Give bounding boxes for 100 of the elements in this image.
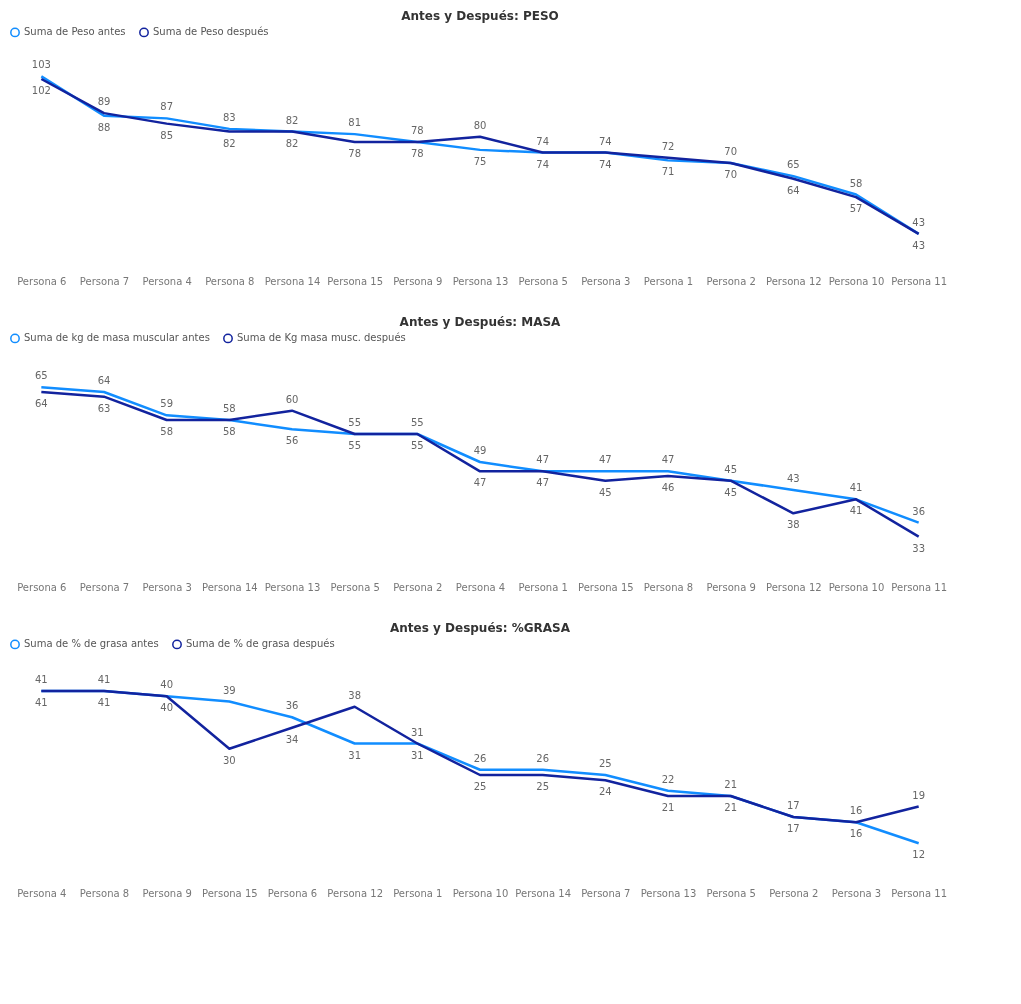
x-tick-label: Persona 11 <box>891 581 947 593</box>
x-tick-label: Persona 10 <box>828 275 885 287</box>
x-tick-label: Persona 12 <box>766 581 822 593</box>
x-tick-label: Persona 4 <box>17 887 67 899</box>
data-label: 30 <box>222 754 236 766</box>
x-tick-label: Persona 6 <box>17 581 67 593</box>
data-label: 64 <box>34 398 48 409</box>
x-tick-label: Persona 8 <box>643 581 694 593</box>
data-label: 40 <box>160 702 174 714</box>
data-label: 58 <box>849 177 863 189</box>
data-label: 25 <box>536 781 550 792</box>
x-tick-label: Persona 8 <box>79 887 130 899</box>
data-label: 36 <box>285 700 299 712</box>
x-tick-label: Persona 3 <box>142 581 192 593</box>
data-label: 60 <box>285 393 299 405</box>
legend-label: Suma de Kg masa musc. después <box>237 332 406 344</box>
data-label: 38 <box>786 519 800 531</box>
data-label: 41 <box>849 482 863 494</box>
x-tick-label: Persona 10 <box>828 581 885 593</box>
data-label: 24 <box>598 786 612 798</box>
x-tick-label: Persona 6 <box>17 275 67 287</box>
x-tick-label: Persona 12 <box>327 887 383 899</box>
x-tick-label: Persona 2 <box>769 887 819 899</box>
data-label: 41 <box>97 697 111 708</box>
x-tick-label: Persona 14 <box>202 581 258 593</box>
x-tick-label: Persona 1 <box>393 887 443 899</box>
x-tick-label: Persona 11 <box>891 887 947 899</box>
data-label: 55 <box>410 417 424 428</box>
data-label: 46 <box>661 482 675 493</box>
data-label: 64 <box>786 184 800 196</box>
data-label: 21 <box>661 802 675 813</box>
data-label: 36 <box>912 505 926 517</box>
legend-label: Suma de % de grasa después <box>186 638 335 650</box>
data-label: 58 <box>222 426 236 437</box>
data-label: 89 <box>97 96 111 108</box>
data-label: 78 <box>410 148 424 159</box>
data-label: 59 <box>160 398 174 410</box>
data-label: 87 <box>160 101 174 113</box>
data-label: 19 <box>912 789 926 801</box>
data-label: 88 <box>97 121 111 133</box>
legend-label: Suma de Peso antes <box>24 26 126 38</box>
x-tick-label: Persona 1 <box>518 581 568 593</box>
x-tick-label: Persona 15 <box>578 581 634 593</box>
data-label: 74 <box>598 135 612 147</box>
x-tick-label: Persona 1 <box>643 275 694 287</box>
data-label: 21 <box>724 779 738 790</box>
data-label: 26 <box>473 752 487 764</box>
data-label: 40 <box>160 679 174 691</box>
data-label: 81 <box>348 117 362 129</box>
data-label: 85 <box>160 129 174 141</box>
data-label: 47 <box>598 454 612 466</box>
x-tick-label: Persona 13 <box>640 887 697 899</box>
x-tick-label: Persona 13 <box>452 275 509 287</box>
data-label: 80 <box>473 119 487 131</box>
data-label: 21 <box>724 802 738 813</box>
data-label: 12 <box>912 849 926 861</box>
data-label: 82 <box>222 137 236 149</box>
x-tick-label: Persona 3 <box>831 887 882 899</box>
data-label: 57 <box>849 203 863 215</box>
x-tick-label: Persona 13 <box>264 581 321 593</box>
data-label: 83 <box>222 111 236 123</box>
data-label: 45 <box>724 486 738 498</box>
data-label: 74 <box>598 158 612 170</box>
x-tick-label: Persona 9 <box>142 887 192 899</box>
data-label: 55 <box>348 440 362 451</box>
x-tick-label: Persona 14 <box>515 887 571 899</box>
data-label: 43 <box>786 473 800 484</box>
data-label: 65 <box>34 370 48 382</box>
data-label: 47 <box>536 454 550 466</box>
data-label: 82 <box>285 137 299 149</box>
x-tick-label: Persona 7 <box>581 887 631 899</box>
data-label: 103 <box>31 59 51 71</box>
x-tick-label: Persona 5 <box>518 275 568 287</box>
data-label: 65 <box>786 159 800 171</box>
data-label: 31 <box>348 749 362 761</box>
data-label: 43 <box>912 216 926 228</box>
data-label: 16 <box>849 828 863 840</box>
data-label: 82 <box>285 114 299 126</box>
data-label: 70 <box>724 146 738 157</box>
x-tick-label: Persona 10 <box>452 887 509 899</box>
chart-title: Antes y Después: %GRASA <box>390 621 571 635</box>
data-label: 31 <box>410 749 424 761</box>
x-tick-label: Persona 15 <box>202 887 258 899</box>
x-tick-label: Persona 8 <box>205 275 255 287</box>
legend-label: Suma de Peso después <box>153 26 269 38</box>
data-label: 56 <box>285 435 299 447</box>
x-tick-label: Persona 12 <box>766 275 822 287</box>
data-label: 72 <box>661 140 675 152</box>
data-label: 74 <box>536 135 550 147</box>
data-label: 34 <box>285 733 299 745</box>
x-tick-label: Persona 9 <box>393 275 443 287</box>
x-tick-label: Persona 11 <box>891 275 947 287</box>
data-label: 47 <box>473 477 487 489</box>
data-label: 78 <box>410 125 424 136</box>
data-label: 78 <box>348 148 362 159</box>
data-label: 33 <box>912 542 926 554</box>
x-tick-label: Persona 5 <box>706 887 756 899</box>
data-label: 55 <box>348 417 362 428</box>
data-label: 58 <box>222 403 236 414</box>
x-tick-label: Persona 9 <box>706 581 756 593</box>
